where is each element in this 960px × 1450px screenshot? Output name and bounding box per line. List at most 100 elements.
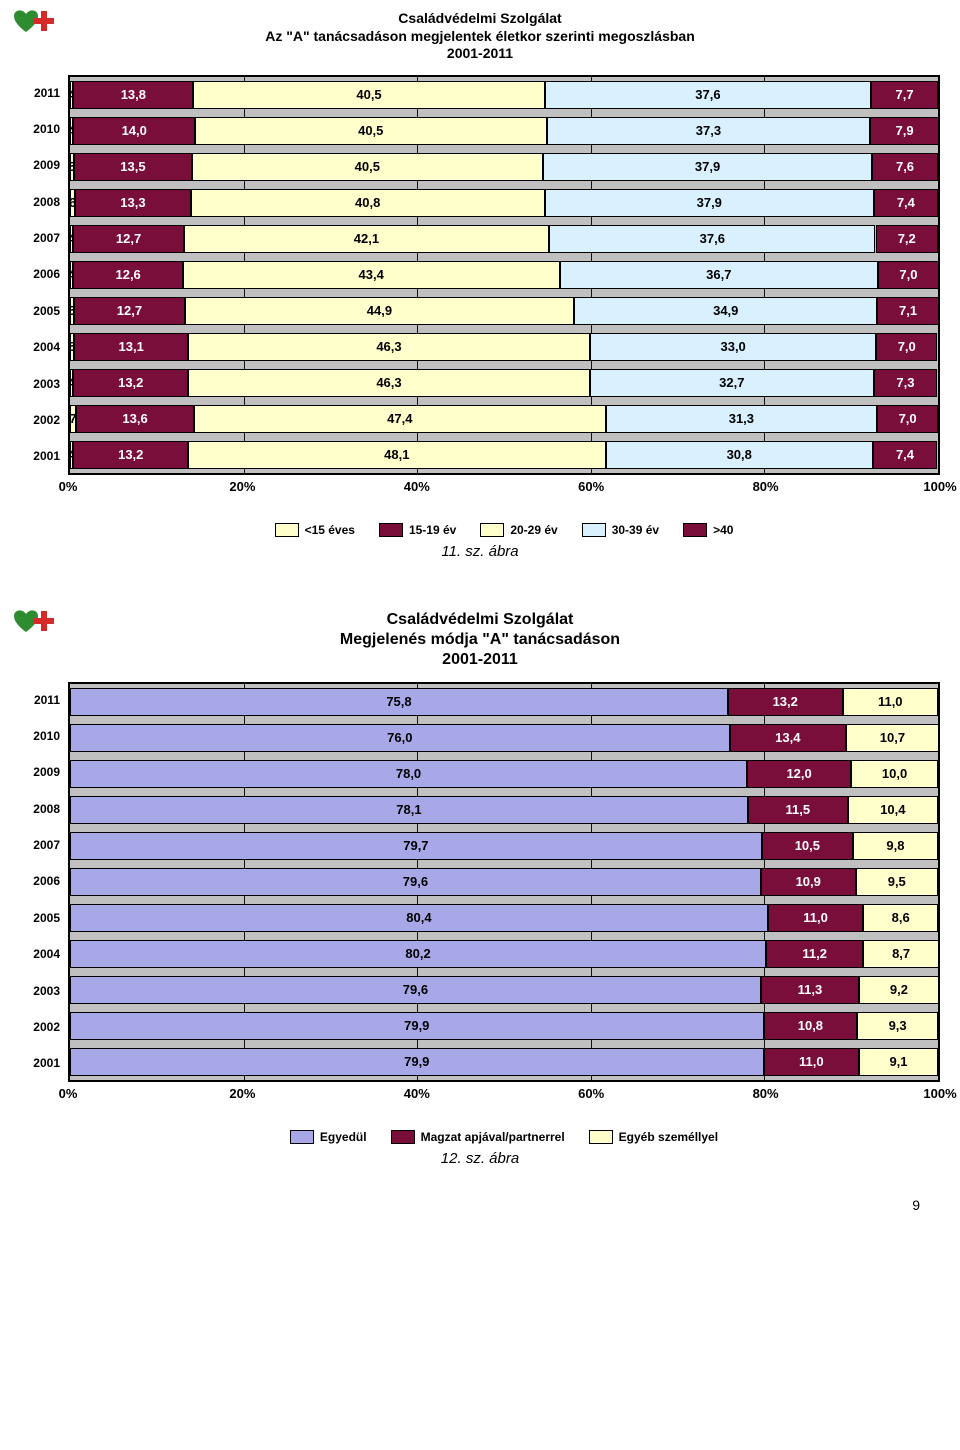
y-axis-label: 2004 xyxy=(20,340,68,354)
bar-segment: 7,4 xyxy=(874,189,938,217)
bar-track: 412,643,436,77,0 xyxy=(70,261,938,289)
bar-segment-label: 40,5 xyxy=(355,159,380,174)
y-axis-label: 2010 xyxy=(20,122,68,136)
bar-track: 713,647,431,37,0 xyxy=(70,405,938,433)
bar-segment-label: 12,7 xyxy=(117,303,142,318)
bar-segment: 7,0 xyxy=(876,333,937,361)
y-axis-label: 2003 xyxy=(20,984,68,998)
bar-segment-label: 37,6 xyxy=(700,231,725,246)
legend-item: Magzat apjával/partnerrel xyxy=(391,1130,565,1144)
bar-segment-label: 34,9 xyxy=(713,303,738,318)
y-axis-label: 2002 xyxy=(20,1020,68,1034)
bar-segment-label: 7,9 xyxy=(896,123,914,138)
bar-segment: 12,7 xyxy=(73,225,183,253)
bar-segment: 11,0 xyxy=(768,904,863,932)
legend-swatch xyxy=(480,523,504,537)
bar-segment-label: 10,4 xyxy=(880,802,905,817)
bar-track: 78,111,510,4 xyxy=(70,796,938,824)
bar-segment-label: 12,0 xyxy=(786,766,811,781)
bar-segment-label: 46,3 xyxy=(376,339,401,354)
bar-segment-label: 11,5 xyxy=(786,802,811,817)
y-axis-label: 2005 xyxy=(20,911,68,925)
bar-segment-label: 37,9 xyxy=(695,159,720,174)
x-axis-tick: 80% xyxy=(753,1086,779,1101)
bar-row: 412,742,137,67,2 xyxy=(70,221,938,257)
bar-segment: 13,1 xyxy=(74,333,188,361)
bar-segment-label: 11,0 xyxy=(799,1054,824,1069)
bar-segment-label: 80,2 xyxy=(405,946,430,961)
bar-segment: 9,5 xyxy=(856,868,938,896)
bar-segment-label: 44,9 xyxy=(367,303,392,318)
bar-track: 413,246,332,77,3 xyxy=(70,369,938,397)
bar-track: 79,910,89,3 xyxy=(70,1012,938,1040)
bar-row: 79,610,99,5 xyxy=(70,864,938,900)
bar-segment-label: 11,2 xyxy=(802,946,827,961)
chart-1-caption: 11. sz. ábra xyxy=(20,543,940,560)
bar-segment: 10,8 xyxy=(764,1012,858,1040)
bar-segment-label: 13,3 xyxy=(120,195,145,210)
bar-segment-label: 79,6 xyxy=(403,982,428,997)
bar-track: 412,742,137,67,2 xyxy=(70,225,938,253)
bar-track: 413,248,130,87,4 xyxy=(70,441,938,469)
bar-segment-label: 42,1 xyxy=(354,231,379,246)
bar-row: 78,111,510,4 xyxy=(70,792,938,828)
bar-segment-label: 13,2 xyxy=(773,694,798,709)
chart-1-plot-outer: 2011201020092008200720062005200420032002… xyxy=(20,75,940,475)
bar-track: 78,012,010,0 xyxy=(70,760,938,788)
bar-segment-label: 7,4 xyxy=(897,195,915,210)
bar-segment-label: 8,7 xyxy=(892,946,910,961)
bar-track: 79,9 11,0 9,1 xyxy=(70,1048,938,1076)
x-axis-tick: 60% xyxy=(578,1086,604,1101)
bar-segment-label: 13,8 xyxy=(121,87,146,102)
bar-segment-label: 10,5 xyxy=(795,838,820,853)
bar-segment-label: 10,8 xyxy=(798,1018,823,1033)
bar-row: 78,012,010,0 xyxy=(70,756,938,792)
bar-track: 414,040,537,37,9 xyxy=(70,117,938,145)
bar-segment: 11,0 xyxy=(764,1048,859,1076)
bar-segment: 11,5 xyxy=(748,796,848,824)
bar-segment: 9,3 xyxy=(857,1012,938,1040)
x-axis-tick: 0% xyxy=(59,479,78,494)
bar-segment-label: 48,1 xyxy=(384,447,409,462)
chart-2-title: Családvédelmi Szolgálat Megjelenés módja… xyxy=(20,610,940,670)
bar-track: 75,813,211,0 xyxy=(70,688,938,716)
legend-item: <15 éves xyxy=(275,523,355,537)
bar-segment-label: 10,0 xyxy=(882,766,907,781)
bar-segment-label: 7,0 xyxy=(899,411,917,426)
bar-segment-label: 13,1 xyxy=(119,339,144,354)
x-axis-tick: 60% xyxy=(578,479,604,494)
legend-swatch xyxy=(582,523,606,537)
bar-segment: 36,7 xyxy=(560,261,879,289)
bar-segment: 31,3 xyxy=(606,405,878,433)
bar-segment-label: 9,1 xyxy=(889,1054,907,1069)
bar-segment-label: 9,8 xyxy=(886,838,904,853)
bar-segment: 37,9 xyxy=(545,189,874,217)
x-axis-tick: 20% xyxy=(229,1086,255,1101)
y-axis-label: 2008 xyxy=(20,802,68,816)
legend-item: >40 xyxy=(683,523,733,537)
bar-segment-label: 79,9 xyxy=(404,1054,429,1069)
chart-1-xaxis: 0%20%40%60%80%100% xyxy=(68,475,940,497)
chart-2-title-line2: Megjelenés módja "A" tanácsadáson xyxy=(340,631,620,648)
chart-1-legend: <15 éves15-19 év20-29 év30-39 év>40 xyxy=(68,523,940,537)
bar-segment-label: 30,8 xyxy=(727,447,752,462)
bar-track: 76,013,410,7 xyxy=(70,724,938,752)
legend-item: Egyéb személlyel xyxy=(589,1130,718,1144)
bar-track: 413,840,537,67,7 xyxy=(70,81,938,109)
bar-segment: 40,5 xyxy=(192,153,544,181)
bar-segment-label: 9,3 xyxy=(889,1018,907,1033)
chart-1-title-line1: Családvédelmi Szolgálat xyxy=(398,10,561,26)
bar-segment: 48,1 xyxy=(188,441,606,469)
y-axis-label: 2001 xyxy=(20,1056,68,1070)
bar-segment: 11,0 xyxy=(843,688,938,716)
bar-segment: 12,7 xyxy=(74,297,184,325)
bar-row: 413,248,130,87,4 xyxy=(70,437,938,473)
legend-swatch xyxy=(275,523,299,537)
bar-segment-label: 10,7 xyxy=(880,730,905,745)
bar-segment: 10,5 xyxy=(762,832,853,860)
bar-segment: 9,8 xyxy=(853,832,938,860)
chart-2-legend: EgyedülMagzat apjával/partnerrelEgyéb sz… xyxy=(68,1130,940,1144)
bar-row: 79,910,89,3 xyxy=(70,1008,938,1044)
bar-segment: 7,9 xyxy=(870,117,939,145)
bar-segment: 13,4 xyxy=(730,724,846,752)
